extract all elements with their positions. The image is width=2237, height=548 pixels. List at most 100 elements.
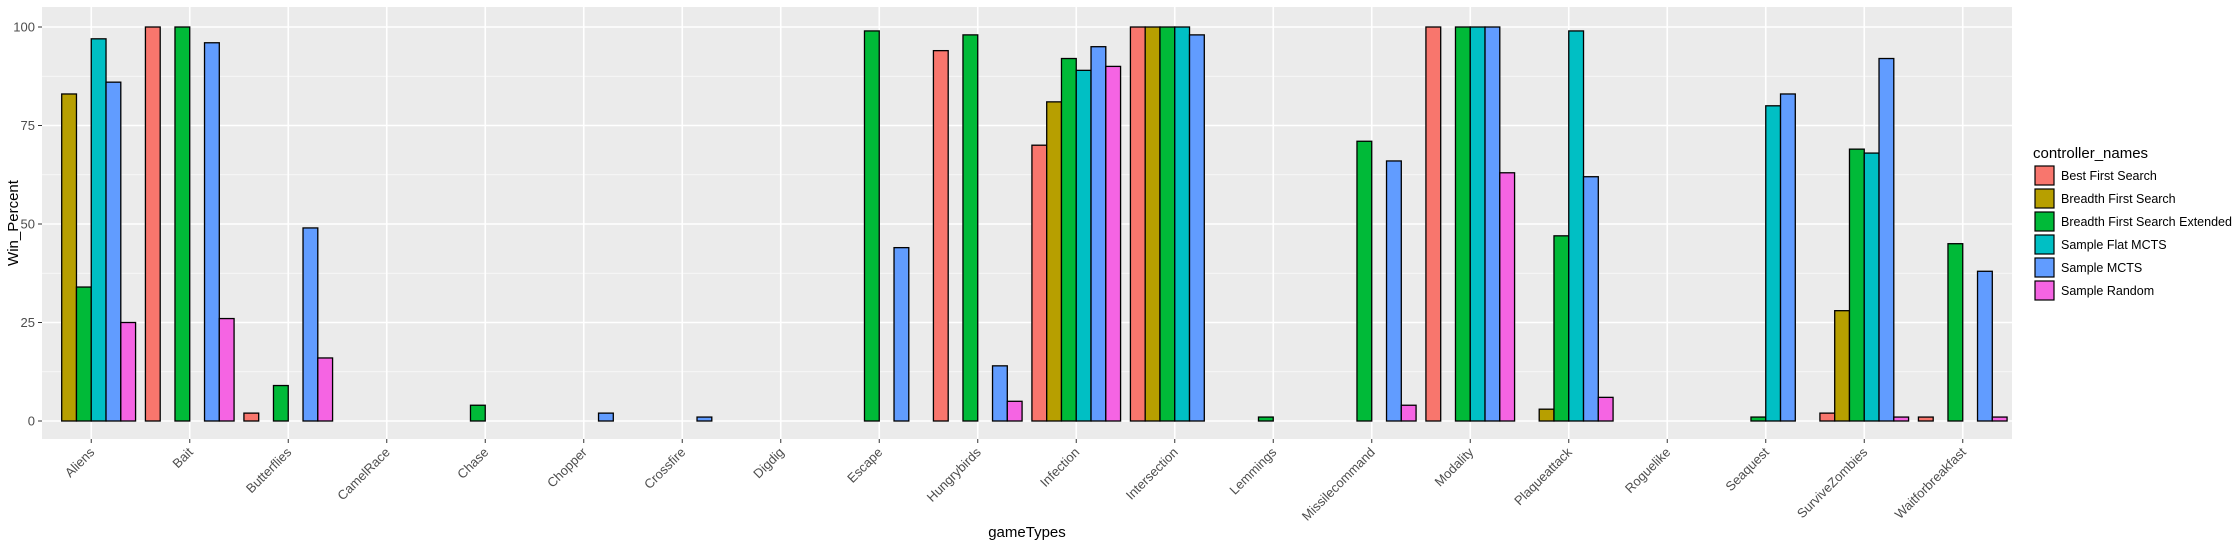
bar [1257, 416, 1274, 422]
bar [1582, 176, 1599, 422]
x-tick-label: Intersection [1123, 445, 1181, 503]
bar [75, 286, 92, 422]
x-tick-label: Butterflies [243, 444, 295, 496]
x-tick-label: Modality [1432, 444, 1477, 489]
legend-key [2034, 188, 2055, 209]
bar [1893, 416, 1910, 422]
bar [144, 26, 161, 422]
bar [1174, 26, 1191, 422]
panel-background [42, 7, 2012, 439]
legend: controller_names Best First Search Breadt… [2033, 145, 2232, 301]
legend-label: Breadth First Search Extended [2061, 215, 2232, 229]
y-tick-label: 50 [21, 217, 35, 232]
x-tick-label: Crossfire [641, 445, 688, 492]
bar [1159, 26, 1176, 422]
bar [243, 412, 260, 422]
bar [1779, 93, 1796, 422]
x-tick-label: Plaqueattack [1511, 444, 1575, 508]
bar [1597, 396, 1614, 422]
bar [1454, 26, 1471, 422]
bar [1075, 69, 1092, 422]
y-tick-label: 75 [21, 118, 35, 133]
y-axis-ticks: 0 25 50 75 100 [13, 20, 42, 429]
x-axis-ticks: Aliens Bait Butterflies CamelRace Chase Chopp… [62, 439, 1969, 524]
bar [90, 38, 107, 422]
bar [1568, 30, 1585, 422]
x-tick-label: Chase [454, 445, 491, 482]
y-tick-label: 100 [13, 20, 35, 35]
bar [1031, 144, 1048, 422]
x-tick-label: Aliens [62, 444, 98, 480]
x-tick-label: Infection [1037, 445, 1082, 490]
bar [1765, 105, 1782, 422]
x-tick-label: SurviveZombies [1794, 444, 1871, 521]
bar [1046, 101, 1063, 422]
x-tick-label: Bait [169, 444, 196, 471]
bar [469, 404, 486, 422]
legend-key [2034, 234, 2055, 255]
bar [203, 42, 220, 422]
bar [1863, 152, 1880, 422]
bar [218, 317, 235, 422]
bar [61, 93, 78, 422]
x-tick-label: Waitforbreakfast [1892, 444, 1969, 521]
x-tick-label: CamelRace [334, 445, 393, 504]
bar [597, 412, 614, 422]
bar [1060, 57, 1077, 422]
bar [1484, 26, 1501, 422]
legend-key [2034, 165, 2055, 186]
legend-label: Sample MCTS [2061, 261, 2142, 275]
bar [1425, 26, 1442, 422]
bar [1819, 412, 1836, 422]
bar [1006, 400, 1023, 422]
bars [61, 26, 2008, 422]
legend-label: Best First Search [2061, 169, 2157, 183]
bar [1144, 26, 1161, 422]
bar [1991, 416, 2008, 422]
bar [1499, 172, 1516, 422]
legend-label: Sample Random [2061, 284, 2154, 298]
bar [1878, 57, 1895, 422]
bar [1356, 140, 1373, 422]
bar [1105, 65, 1122, 422]
bar [1090, 46, 1107, 422]
bar [302, 227, 319, 422]
y-axis-title: Win_Percent [5, 179, 22, 266]
bar [1469, 26, 1486, 422]
bar [317, 357, 334, 422]
x-tick-label: Missilecommand [1299, 445, 1378, 524]
x-tick-label: Lemmings [1226, 444, 1279, 497]
bar [1976, 270, 1993, 422]
y-tick-label: 0 [28, 414, 35, 429]
bar [1538, 408, 1555, 422]
bar [863, 30, 880, 422]
legend-label: Breadth First Search [2061, 192, 2176, 206]
bar [1129, 26, 1146, 422]
x-axis-title: gameTypes [988, 524, 1066, 541]
bar [1553, 235, 1570, 422]
legend-key [2034, 257, 2055, 278]
bar [696, 416, 713, 422]
x-tick-label: Digdig [750, 445, 787, 482]
bar [1750, 416, 1767, 422]
bar [120, 321, 137, 422]
legend-title: controller_names [2033, 145, 2148, 162]
x-tick-label: Chopper [544, 444, 590, 490]
bar [962, 34, 979, 422]
x-tick-label: Roguelike [1622, 445, 1673, 496]
bar [1188, 34, 1205, 422]
bar [174, 26, 191, 422]
legend-key [2034, 211, 2055, 232]
bar [1848, 148, 1865, 422]
bar [932, 49, 949, 422]
legend-key [2034, 280, 2055, 301]
x-tick-label: Escape [844, 445, 885, 486]
bar [1834, 310, 1851, 422]
legend-label: Sample Flat MCTS [2061, 238, 2167, 252]
bar [991, 365, 1008, 422]
bar [105, 81, 122, 422]
x-tick-label: Hungrybirds [924, 444, 985, 505]
legend-entries: Best First Search Breadth First Search Bre… [2034, 165, 2232, 301]
bar [1917, 416, 1934, 422]
